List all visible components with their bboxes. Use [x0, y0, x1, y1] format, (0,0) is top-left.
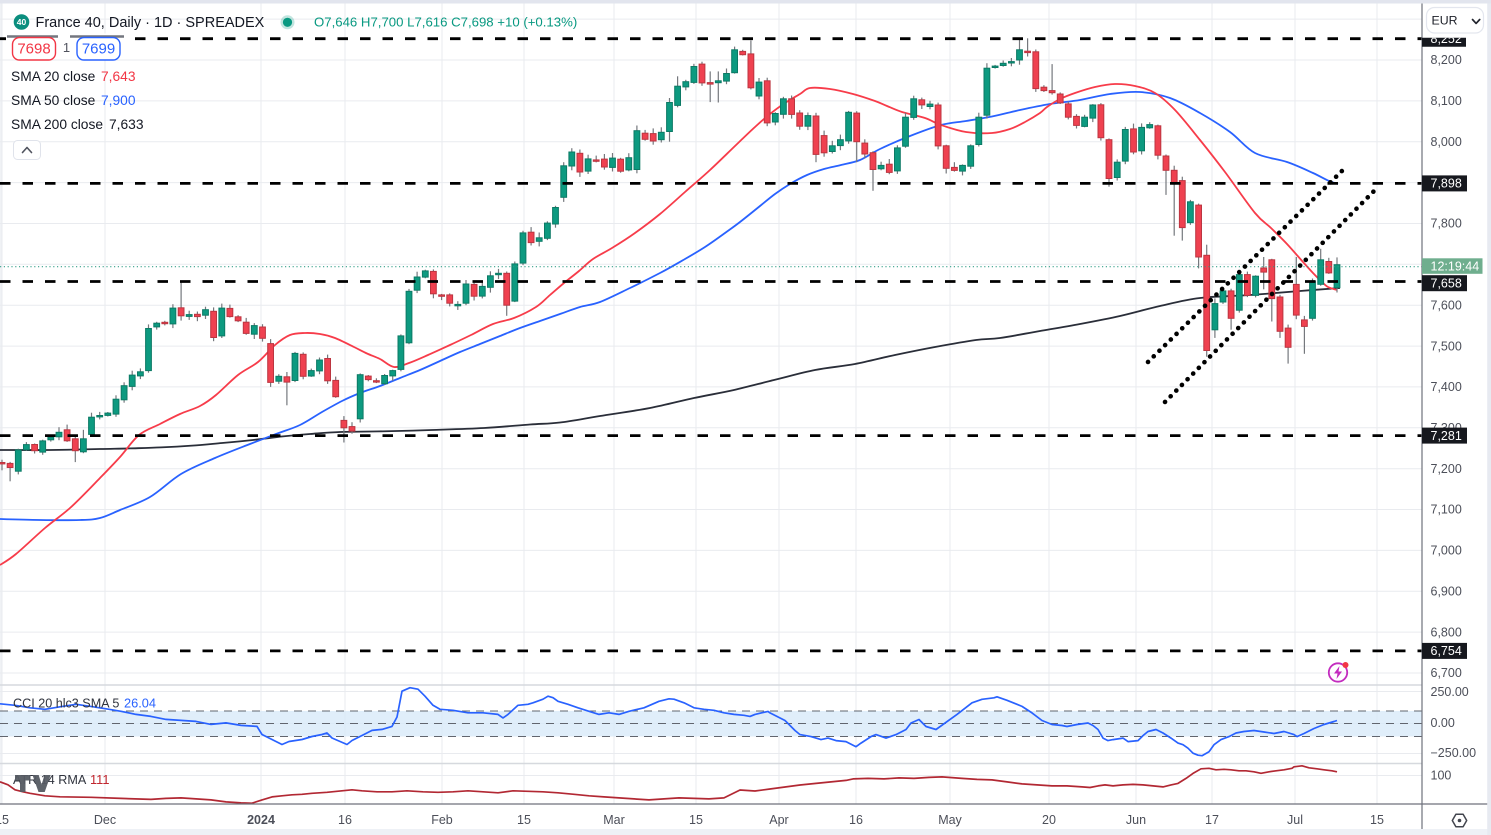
- svg-text:15: 15: [1370, 813, 1384, 827]
- svg-text:15: 15: [689, 813, 703, 827]
- svg-text:Dec: Dec: [94, 813, 116, 827]
- svg-text:7,633: 7,633: [109, 117, 144, 132]
- svg-text:16: 16: [849, 813, 863, 827]
- svg-text:Jul: Jul: [1287, 813, 1303, 827]
- svg-text:0.00: 0.00: [1431, 716, 1455, 730]
- svg-text:6,900: 6,900: [1431, 585, 1462, 599]
- svg-text:8,200: 8,200: [1431, 53, 1462, 67]
- svg-text:1: 1: [63, 40, 70, 55]
- svg-text:20: 20: [1042, 813, 1056, 827]
- svg-text:Mar: Mar: [603, 813, 625, 827]
- svg-text:O7,646 H7,700 L7,616 C7,698 +1: O7,646 H7,700 L7,616 C7,698 +10 (+0.13%): [314, 15, 577, 30]
- svg-text:7,000: 7,000: [1431, 544, 1462, 558]
- svg-text:7,100: 7,100: [1431, 503, 1462, 517]
- svg-text:6,754: 6,754: [1431, 644, 1462, 658]
- svg-text:7699: 7699: [82, 41, 115, 58]
- svg-text:12:19:44: 12:19:44: [1431, 259, 1480, 273]
- svg-text:100: 100: [1431, 769, 1452, 783]
- svg-text:250.00: 250.00: [1431, 685, 1469, 699]
- svg-text:111: 111: [90, 772, 109, 787]
- svg-text:7698: 7698: [17, 41, 50, 58]
- svg-text:26.04: 26.04: [124, 696, 156, 711]
- svg-text:7,500: 7,500: [1431, 339, 1462, 353]
- svg-text:7,200: 7,200: [1431, 462, 1462, 476]
- svg-text:7,658: 7,658: [1431, 276, 1462, 290]
- svg-text:Feb: Feb: [431, 813, 453, 827]
- svg-text:SMA 20 close: SMA 20 close: [11, 69, 96, 84]
- svg-text:6,800: 6,800: [1431, 625, 1462, 639]
- svg-text:7,898: 7,898: [1431, 177, 1462, 191]
- svg-text:May: May: [938, 813, 962, 827]
- svg-text:ATR 14 RMA: ATR 14 RMA: [13, 773, 87, 787]
- svg-text:Jun: Jun: [1126, 813, 1146, 827]
- svg-text:Apr: Apr: [769, 813, 788, 827]
- svg-text:SMA 50 close: SMA 50 close: [11, 93, 96, 108]
- svg-text:8,100: 8,100: [1431, 94, 1462, 108]
- svg-text:15: 15: [517, 813, 531, 827]
- svg-text:2024: 2024: [247, 813, 275, 827]
- svg-text:7,800: 7,800: [1431, 217, 1462, 231]
- svg-text:8,252: 8,252: [1431, 32, 1462, 46]
- svg-text:6,700: 6,700: [1431, 666, 1462, 680]
- svg-text:40: 40: [17, 17, 27, 27]
- svg-text:7,600: 7,600: [1431, 298, 1462, 312]
- svg-text:7,281: 7,281: [1431, 429, 1462, 443]
- svg-text:15: 15: [0, 813, 9, 827]
- svg-text:CCI 20 hlc3 SMA 5: CCI 20 hlc3 SMA 5: [13, 697, 119, 711]
- svg-text:7,900: 7,900: [101, 93, 136, 108]
- svg-text:17: 17: [1205, 813, 1219, 827]
- svg-text:16: 16: [338, 813, 352, 827]
- svg-text:7,400: 7,400: [1431, 380, 1462, 394]
- svg-text:SMA 200 close: SMA 200 close: [11, 117, 103, 132]
- svg-text:8,000: 8,000: [1431, 135, 1462, 149]
- svg-text:7,643: 7,643: [101, 69, 136, 84]
- svg-text:France 40, Daily · 1D · SPREAD: France 40, Daily · 1D · SPREADEX: [36, 15, 265, 31]
- svg-text:−250.00: −250.00: [1431, 746, 1477, 760]
- svg-text:EUR: EUR: [1432, 14, 1458, 28]
